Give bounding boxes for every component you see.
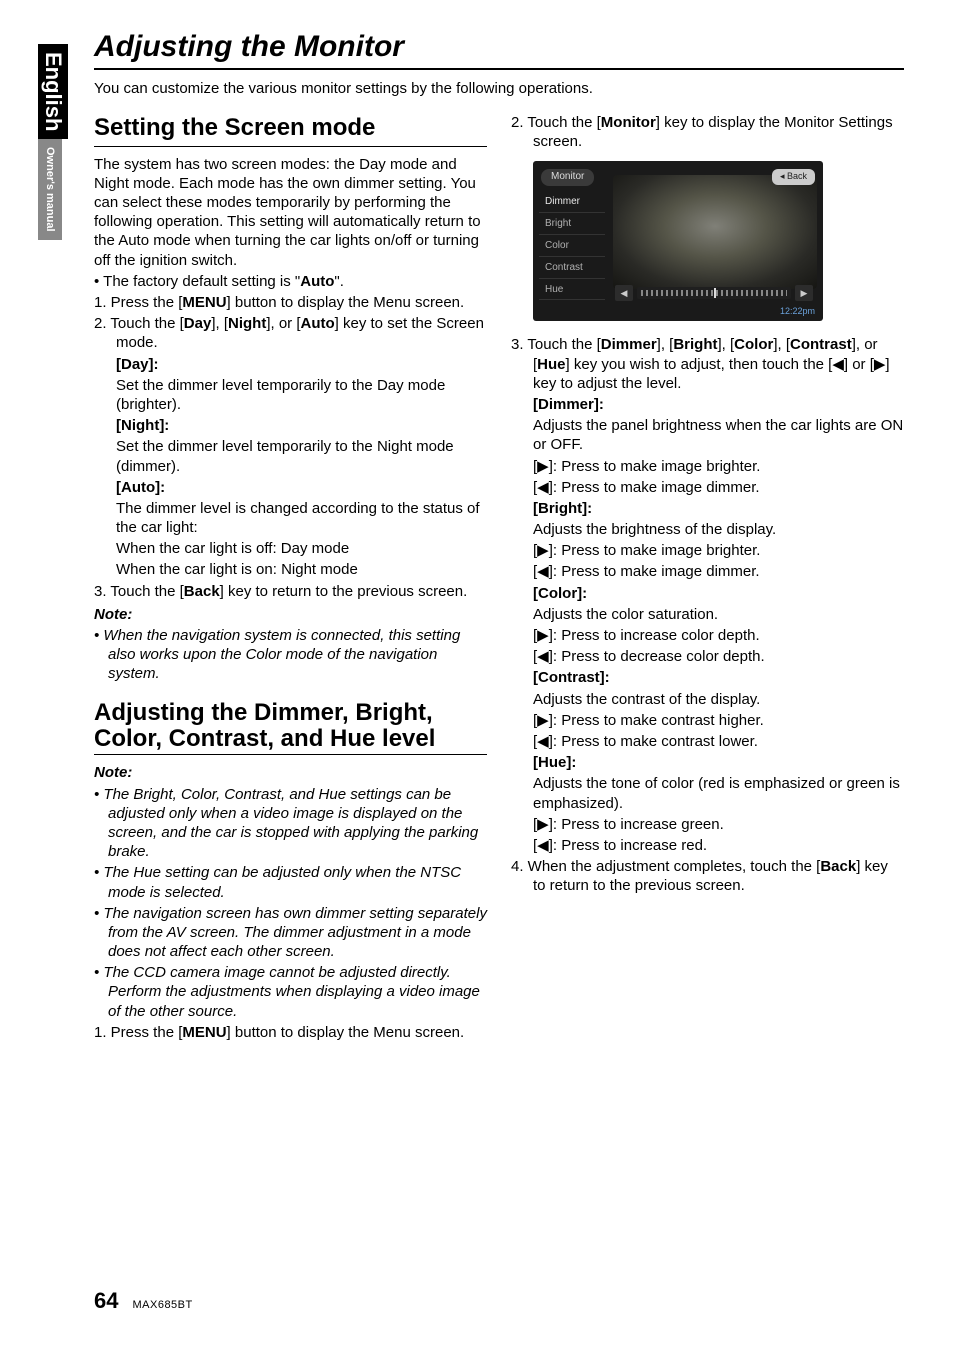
step: 2. Touch the [Monitor] key to display th… — [511, 113, 904, 151]
option-label: [Dimmer]: — [511, 395, 904, 414]
note-text: The Hue setting can be adjusted only whe… — [94, 863, 487, 901]
manual-tab: Owner's manual — [38, 139, 62, 240]
right-column: 2. Touch the [Monitor] key to display th… — [511, 113, 904, 1044]
option-desc: [▶]: Press to increase color depth. — [511, 626, 904, 645]
screenshot-left-arrow: ◀ — [615, 285, 633, 301]
side-tab: English Owner's manual — [38, 44, 66, 240]
screenshot-menu-item: Bright — [539, 215, 605, 235]
body-text: The factory default setting is "Auto". — [94, 272, 487, 291]
divider — [94, 146, 487, 147]
option-desc: [◀]: Press to decrease color depth. — [511, 647, 904, 666]
option-desc: [▶]: Press to make image brighter. — [511, 457, 904, 476]
step: 3. Touch the [Dimmer], [Bright], [Color]… — [511, 335, 904, 393]
note-text: When the navigation system is connected,… — [94, 626, 487, 684]
divider — [94, 754, 487, 755]
option-desc: When the car light is off: Day mode — [94, 539, 487, 558]
page-number: 64 — [94, 1288, 118, 1314]
option-desc: Adjusts the tone of color (red is emphas… — [511, 774, 904, 812]
step: 4. When the adjustment completes, touch … — [511, 857, 904, 895]
option-desc: When the car light is on: Night mode — [94, 560, 487, 579]
screenshot-clock: 12:22pm — [780, 306, 815, 318]
option-label: [Auto]: — [94, 478, 487, 497]
option-desc: Set the dimmer level temporarily to the … — [94, 437, 487, 475]
option-desc: Adjusts the color saturation. — [511, 605, 904, 624]
note-heading: Note: — [94, 763, 487, 782]
intro-text: You can customize the various monitor se… — [94, 80, 904, 97]
section-title-adjusting: Adjusting the Dimmer, Bright, Color, Con… — [94, 700, 487, 753]
screenshot-slider: ◀ ▶ — [615, 285, 813, 301]
option-label: [Night]: — [94, 416, 487, 435]
language-tab: English — [38, 44, 68, 139]
screenshot-menu-item: Dimmer — [539, 193, 605, 213]
divider — [94, 68, 904, 70]
option-desc: [▶]: Press to make image brighter. — [511, 541, 904, 560]
option-label: [Contrast]: — [511, 668, 904, 687]
option-desc: [◀]: Press to make contrast lower. — [511, 732, 904, 751]
chapter-title: Adjusting the Monitor — [94, 30, 904, 64]
note-text: The CCD camera image cannot be adjusted … — [94, 963, 487, 1021]
option-label: [Day]: — [94, 355, 487, 374]
option-desc: [◀]: Press to increase red. — [511, 836, 904, 855]
screenshot-back-button: ◂ Back — [772, 169, 815, 185]
screenshot-menu-item: Contrast — [539, 259, 605, 279]
screenshot-slider-bar — [637, 287, 791, 299]
screenshot-menu-item: Color — [539, 237, 605, 257]
step: 1. Press the [MENU] button to display th… — [94, 1023, 487, 1042]
option-label: [Hue]: — [511, 753, 904, 772]
step: 1. Press the [MENU] button to display th… — [94, 293, 487, 312]
note-text: The navigation screen has own dimmer set… — [94, 904, 487, 962]
option-desc: [▶]: Press to make contrast higher. — [511, 711, 904, 730]
section-title-screen-mode: Setting the Screen mode — [94, 113, 487, 144]
monitor-settings-screenshot: Monitor ◂ Back Dimmer Bright Color Contr… — [533, 161, 823, 321]
option-desc: Adjusts the panel brightness when the ca… — [511, 416, 904, 454]
left-column: Setting the Screen mode The system has t… — [94, 113, 487, 1044]
option-desc: The dimmer level is changed according to… — [94, 499, 487, 537]
model-number: MAX685BT — [132, 1299, 192, 1311]
preview-image — [613, 175, 817, 289]
option-desc: Adjusts the contrast of the display. — [511, 690, 904, 709]
screenshot-right-arrow: ▶ — [795, 285, 813, 301]
screenshot-header: Monitor — [541, 169, 594, 186]
option-label: [Bright]: — [511, 499, 904, 518]
option-desc: Adjusts the brightness of the display. — [511, 520, 904, 539]
option-label: [Color]: — [511, 584, 904, 603]
footer: 64 MAX685BT — [94, 1288, 193, 1314]
option-desc: [◀]: Press to make image dimmer. — [511, 562, 904, 581]
option-desc: Set the dimmer level temporarily to the … — [94, 376, 487, 414]
option-desc: [◀]: Press to make image dimmer. — [511, 478, 904, 497]
note-text: The Bright, Color, Contrast, and Hue set… — [94, 785, 487, 862]
step: 3. Touch the [Back] key to return to the… — [94, 582, 487, 601]
note-heading: Note: — [94, 605, 487, 624]
step: 2. Touch the [Day], [Night], or [Auto] k… — [94, 314, 487, 352]
body-text: The system has two screen modes: the Day… — [94, 155, 487, 270]
screenshot-menu: Dimmer Bright Color Contrast Hue — [539, 193, 605, 300]
screenshot-menu-item: Hue — [539, 281, 605, 301]
option-desc: [▶]: Press to increase green. — [511, 815, 904, 834]
